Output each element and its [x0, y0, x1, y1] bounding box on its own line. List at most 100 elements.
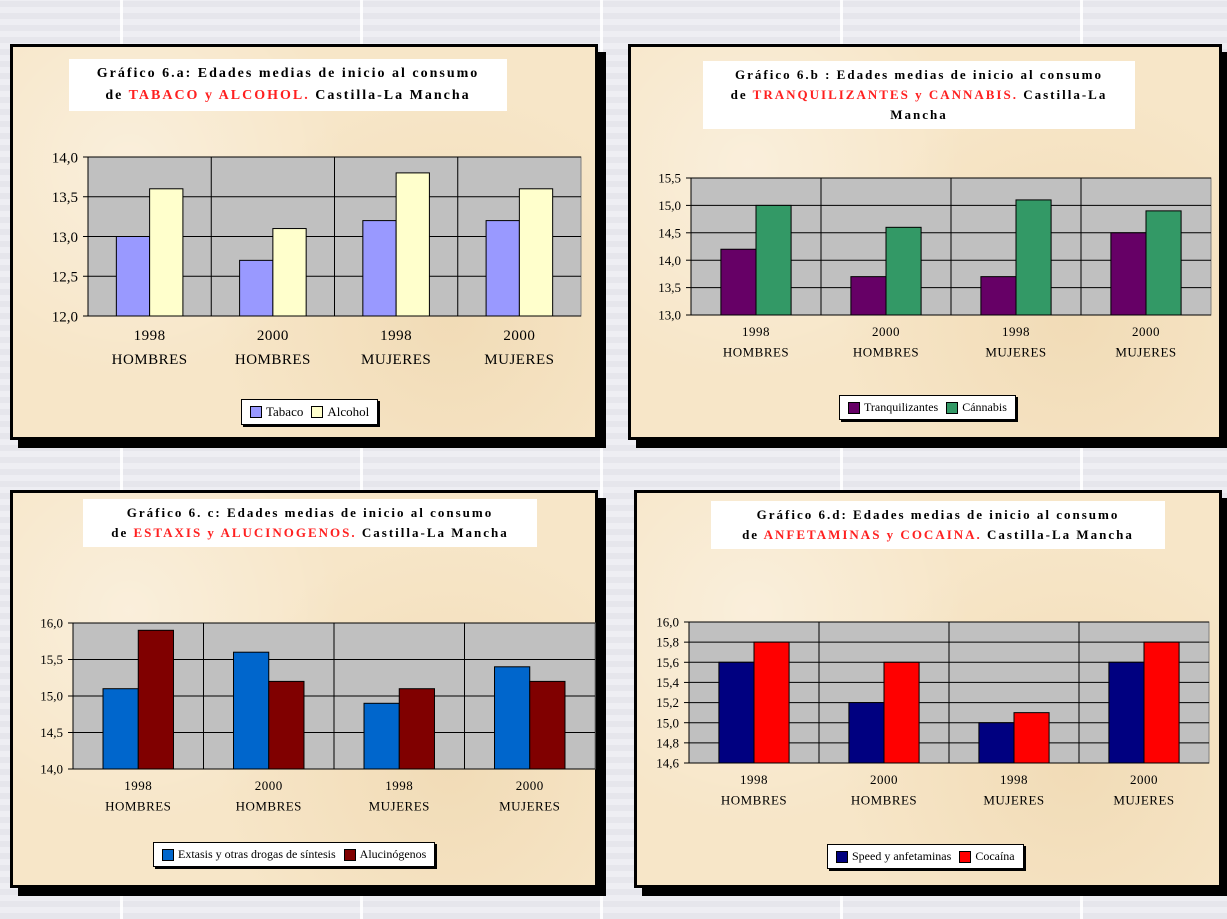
x-tick-label: HOMBRES	[105, 799, 171, 814]
legend-item: Alcohol	[311, 404, 369, 420]
legend-label: Cocaína	[975, 849, 1015, 863]
x-tick-label: 2000	[255, 778, 283, 793]
y-tick-label: 15,0	[656, 715, 679, 730]
y-tick-label: 14,6	[656, 756, 679, 771]
bar	[980, 276, 1017, 316]
x-tick-label: MUJERES	[1113, 793, 1174, 808]
bar	[115, 236, 151, 317]
bar	[1108, 661, 1145, 764]
legend-swatch	[250, 406, 262, 418]
y-tick-label: 15,0	[40, 689, 63, 704]
y-tick-label: 15,4	[656, 675, 679, 690]
x-tick-label: MUJERES	[499, 799, 560, 814]
y-tick-label: 15,2	[656, 695, 679, 710]
x-tick-label: HOMBRES	[235, 352, 311, 368]
x-tick-label: 1998	[1000, 772, 1028, 787]
x-tick-label: 2000	[257, 328, 289, 344]
y-tick-label: 13,0	[52, 230, 78, 246]
chart-title-b-line2: de TRANQUILIZANTES y CANNABIS. Castilla-…	[730, 87, 1108, 122]
x-tick-label: 2000	[516, 778, 544, 793]
chart-title-b-highlight: TRANQUILIZANTES y CANNABIS.	[752, 87, 1018, 102]
bar	[1143, 641, 1180, 764]
bar	[718, 661, 755, 764]
x-tick-label: MUJERES	[1115, 345, 1176, 360]
x-tick-label: MUJERES	[369, 799, 430, 814]
legend-item: Cánnabis	[946, 400, 1007, 415]
legend-swatch	[311, 406, 324, 418]
bar-chart-a: 12,0 12,5 13,0 13,5 14,0 1998 HOMBRES 2000 HOMBR…	[52, 150, 582, 368]
x-tick-label: 1998	[385, 778, 413, 793]
chart-title-d-highlight: ANFETAMINAS y COCAINA.	[763, 527, 982, 542]
y-tick-label: 16,0	[656, 615, 679, 630]
bar	[137, 629, 174, 770]
x-tick-label: 2000	[1130, 772, 1158, 787]
x-tick-label: HOMBRES	[236, 799, 302, 814]
legend-swatch	[946, 401, 959, 414]
bar	[268, 680, 305, 770]
x-tick-label: MUJERES	[983, 793, 1044, 808]
x-tick-label: 1998	[740, 772, 768, 787]
bar	[1015, 199, 1052, 316]
x-tick-label: 1998	[1002, 324, 1030, 339]
chart-legend-a: Tabaco Alcohol	[241, 399, 379, 425]
bar	[850, 276, 887, 316]
chart-title-d-line2: de ANFETAMINAS y COCAINA. Castilla-La Ma…	[742, 527, 1134, 542]
y-tick-label: 12,0	[52, 309, 78, 325]
y-tick-label: 14,8	[656, 735, 679, 750]
x-tick-label: HOMBRES	[853, 345, 919, 360]
y-tick-label: 13,5	[52, 190, 78, 206]
legend-label: Alcohol	[327, 404, 370, 419]
chart-panel-c: Gráfico 6. c: Edades medias de inicio al…	[10, 490, 598, 888]
bar	[848, 702, 885, 764]
x-tick-label: 1998	[124, 778, 152, 793]
legend-swatch	[162, 848, 174, 861]
legend-item: Tabaco	[250, 404, 303, 420]
chart-title-b: Gráfico 6.b : Edades medias de inicio al…	[703, 61, 1135, 129]
bar	[102, 688, 139, 770]
legend-swatch	[848, 401, 860, 414]
chart-title-a-line2: de TABACO y ALCOHOL. Castilla-La Mancha	[105, 88, 471, 103]
bar	[233, 651, 270, 770]
chart-title-c: Gráfico 6. c: Edades medias de inicio al…	[83, 499, 537, 547]
legend-label: Speed y anfetaminas	[852, 849, 952, 863]
bar	[149, 188, 184, 317]
bar	[978, 722, 1015, 764]
chart-title-a: Gráfico 6.a: Edades medias de inicio al …	[69, 59, 507, 111]
bar	[1145, 210, 1182, 316]
legend-swatch	[959, 850, 972, 863]
chart-legend-c: Extasis y otras drogas de síntesis Alucin…	[153, 842, 436, 867]
y-tick-label: 14,0	[52, 150, 78, 166]
bar	[485, 220, 520, 317]
bar	[755, 204, 792, 316]
y-tick-label: 14,0	[40, 762, 63, 777]
bar-chart-d: 14,6 14,8 15,0 15,2 15,4 15,6 15,8 16,0 1998 HOMB…	[656, 615, 1210, 808]
legend-item: Cocaína	[959, 849, 1015, 864]
chart-panel-b: Gráfico 6.b : Edades medias de inicio al…	[628, 44, 1222, 440]
legend-label: Tabaco	[266, 404, 304, 419]
y-tick-label: 13,0	[658, 308, 681, 323]
legend-item: Speed y anfetaminas	[836, 849, 951, 864]
chart-panel-a: Gráfico 6.a: Edades medias de inicio al …	[10, 44, 598, 440]
chart-title-d-line1: Gráfico 6.d: Edades medias de inicio al …	[756, 507, 1120, 522]
legend-label: Extasis y otras drogas de síntesis	[178, 847, 336, 861]
bar	[398, 688, 435, 770]
bar-chart-c: 14,0 14,5 15,0 15,5 16,0 1998 HOMBRES 2000 HOMBR…	[40, 616, 596, 814]
bar	[885, 226, 922, 316]
chart-panel-d: Gráfico 6.d: Edades medias de inicio al …	[634, 490, 1222, 888]
legend-label: Tranquilizantes	[864, 400, 939, 414]
chart-title-a-line1: Gráfico 6.a: Edades medias de inicio al …	[96, 66, 480, 81]
legend-item: Extasis y otras drogas de síntesis	[162, 847, 336, 862]
y-tick-label: 15,5	[40, 652, 63, 667]
y-tick-label: 13,5	[658, 280, 681, 295]
x-tick-label: HOMBRES	[721, 793, 787, 808]
legend-label: Cánnabis	[962, 400, 1007, 414]
bar	[720, 248, 757, 316]
bar	[529, 680, 566, 770]
y-tick-label: 12,5	[52, 270, 78, 286]
x-tick-label: 2000	[1132, 324, 1160, 339]
y-tick-label: 15,5	[658, 171, 681, 186]
legend-item: Alucinógenos	[343, 847, 426, 862]
x-tick-label: HOMBRES	[112, 352, 188, 368]
y-tick-label: 14,5	[40, 725, 63, 740]
x-tick-label: 1998	[742, 324, 770, 339]
